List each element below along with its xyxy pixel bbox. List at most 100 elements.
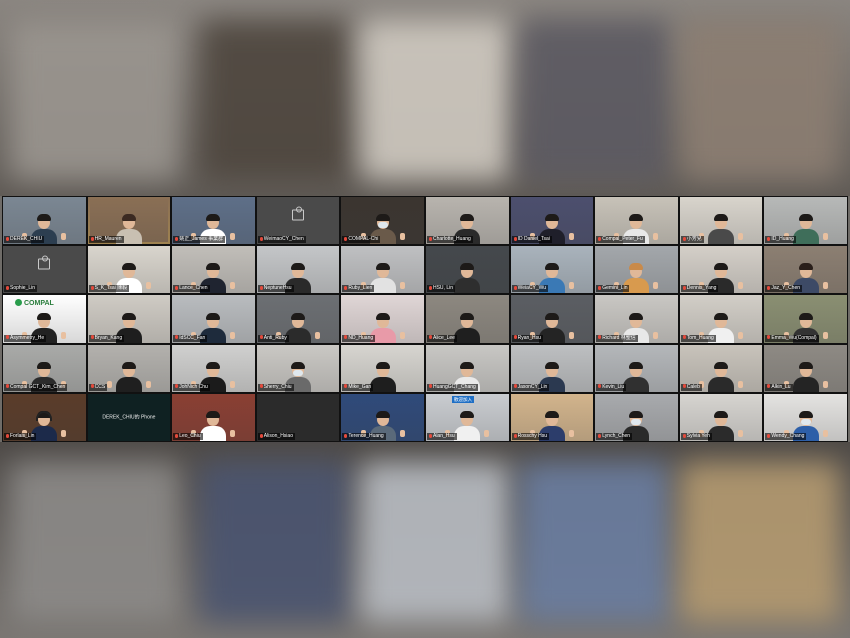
participant-tile[interactable]: Sylvia Yeh	[679, 393, 763, 441]
participant-tile[interactable]: Jaz_Y_Chen	[764, 246, 847, 294]
participant-name: IdSCC_Fan	[179, 334, 206, 341]
participant-name: Sophie_Lin	[10, 285, 36, 292]
participant-tile[interactable]: Sophie_Lin	[3, 246, 86, 294]
participant-tile[interactable]: Dennis_Yang	[679, 246, 763, 294]
participant-tile[interactable]: Terence_Huang	[341, 393, 424, 441]
participant-tile[interactable]: COMPAL-Chi	[341, 197, 424, 245]
participant-tile[interactable]: HSU, Lin	[425, 246, 509, 294]
participant-tile[interactable]: Alkin_Lu	[764, 344, 847, 392]
participant-tile[interactable]: JohNich Chu	[172, 344, 255, 392]
thumbs-up-right	[484, 430, 490, 437]
blurred-top-band	[0, 0, 850, 196]
participant-tile[interactable]: ND_Huang	[341, 295, 424, 343]
participant-name-label: HuangGCT_Chang	[426, 383, 478, 391]
participant-name-label: Gemini_Lin	[596, 285, 630, 293]
participant-tile[interactable]: IdSCC_Fan	[172, 295, 255, 343]
compal-logo: COMPAL	[15, 299, 54, 308]
thumbs-up-right	[230, 233, 236, 241]
participant-tile[interactable]: Compal GCT_Kim_Chen	[3, 344, 86, 392]
thumbs-up-right	[738, 282, 744, 290]
participant-tile[interactable]: Caleb	[679, 344, 763, 392]
mic-muted-icon	[598, 384, 602, 389]
participant-tile[interactable]: Bryan_Kang	[87, 295, 171, 343]
participant-tile[interactable]: Gemini_Lin	[595, 246, 678, 294]
participant-tile[interactable]: CCS	[87, 344, 171, 392]
mic-muted-icon	[90, 236, 94, 241]
participant-tile[interactable]: Emma_Wu(Compal)	[764, 295, 847, 343]
participant-tile[interactable]: COMPAL Asymmetry_He	[3, 295, 86, 343]
participant-tile[interactable]: ID_Huang	[764, 197, 847, 245]
participant-tile[interactable]: Forlais_Lin	[3, 393, 86, 441]
participant-tile[interactable]: HR_Mauren	[87, 197, 171, 245]
mic-muted-icon	[513, 384, 517, 389]
thumbs-up-right	[230, 380, 236, 388]
participant-name-label: Leo_Chiu	[173, 433, 203, 440]
thumbs-up-right	[822, 331, 828, 339]
thumbs-up-right	[822, 233, 828, 241]
mic-muted-icon	[90, 384, 94, 389]
mic-muted-icon	[513, 335, 517, 340]
participant-tile[interactable]: Compal_Peter_Fu	[595, 197, 678, 245]
participant-name: Asymmetry_He	[10, 334, 45, 341]
participant-tile[interactable]: Lynch_Chen	[595, 393, 678, 441]
thumbs-up-right	[230, 331, 236, 339]
participant-tile[interactable]: Alison_Hsiao	[256, 393, 340, 441]
participant-tile[interactable]: 歡迎加入 Alan_Hsu	[425, 393, 509, 441]
participant-name: Lynch_Chen	[602, 433, 631, 439]
participant-tile[interactable]: Kevin_Liu	[595, 344, 678, 392]
participant-tile[interactable]: WeimaoCY_Chen	[256, 197, 340, 245]
participant-name: NeptuneHsu	[263, 285, 292, 292]
participant-tile[interactable]: DEREK_CHIU的 Phone	[87, 393, 171, 441]
participant-tile[interactable]: DEREK_CHIU	[3, 197, 86, 245]
participant-tile[interactable]: 小芳兒	[679, 197, 763, 245]
participant-name: ID_Huang	[771, 236, 794, 243]
participant-tile[interactable]: Mike_Gan	[341, 344, 424, 392]
participant-name-label: Richard 林聖信	[596, 334, 638, 342]
participant-tile[interactable]: Ryan_Hsu	[510, 295, 594, 343]
mic-muted-icon	[6, 433, 9, 438]
participant-tile[interactable]: Alice_Lee	[425, 295, 509, 343]
participant-tile[interactable]: Ruby_Lien	[341, 246, 424, 294]
participant-tile[interactable]: Wendy_Chang	[764, 393, 847, 441]
mic-muted-icon	[90, 286, 94, 291]
participant-name: HR_Mauren	[94, 236, 122, 243]
participant-tile[interactable]: Charlotte_Huang	[425, 197, 509, 245]
participant-figure	[708, 411, 735, 441]
participant-tile[interactable]: Tom_Huang	[679, 295, 763, 343]
mic-muted-icon	[344, 384, 348, 389]
participant-name-label: Caleb	[680, 383, 702, 391]
mic-muted-icon	[175, 335, 179, 340]
participant-figure	[454, 411, 481, 441]
participant-name-label: Alice_Lee	[426, 334, 457, 342]
participant-tile[interactable]: Rosschy Hsu	[510, 393, 594, 441]
participant-tile[interactable]: ID Daniel_Tsai	[510, 197, 594, 245]
participant-tile[interactable]: NeptuneHsu	[256, 246, 340, 294]
participant-figure	[708, 214, 735, 245]
participant-name-label: Lynch_Chen	[596, 433, 633, 440]
participant-tile[interactable]: Sherry_Chiu	[256, 344, 340, 392]
video-feed	[256, 295, 340, 343]
participant-tile[interactable]: HuangGCT_Chang	[425, 344, 509, 392]
participant-tile[interactable]: Lance_Chen	[172, 246, 255, 294]
participant-tile[interactable]: Richard 林聖信	[595, 295, 678, 343]
participant-tile[interactable]: Leo_Chiu	[172, 393, 255, 441]
participant-name: Rosschy Hsu	[517, 433, 548, 439]
thumbs-up-left	[106, 380, 112, 388]
participant-tile[interactable]: S_K_Tsai 陳毅	[87, 246, 171, 294]
participant-tile[interactable]: WeiaCY_Wu	[510, 246, 594, 294]
participant-tile[interactable]: JasonCY_Lin	[510, 344, 594, 392]
mic-muted-icon	[259, 236, 263, 241]
participant-tile[interactable]: Anti_Ruby	[256, 295, 340, 343]
mic-muted-icon	[598, 286, 602, 291]
thumbs-up-right	[738, 233, 744, 241]
participant-name-label: Anti_Ruby	[257, 334, 289, 342]
mic-muted-icon	[513, 286, 517, 291]
participant-name: Forlais_Lin	[10, 433, 35, 439]
thumbs-up-right	[145, 380, 151, 388]
mic-muted-icon	[344, 433, 348, 438]
participant-tile[interactable]: 姚正_James 事業群	[172, 197, 255, 245]
participant-name-label: Compal_Peter_Fu	[596, 236, 645, 244]
participant-figure	[31, 411, 58, 441]
mic-muted-icon	[6, 236, 9, 241]
participant-figure	[792, 214, 819, 245]
